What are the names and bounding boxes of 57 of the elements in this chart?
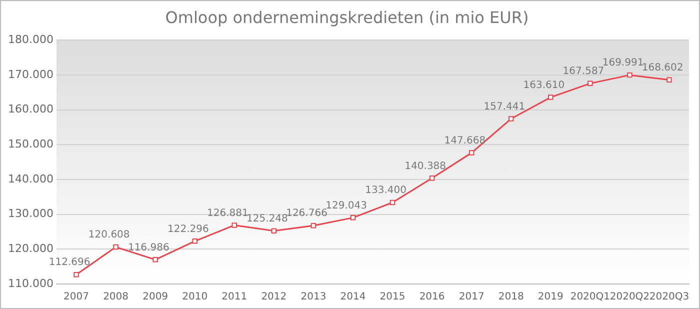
data-label: 116.986 — [128, 242, 170, 254]
point — [232, 222, 238, 228]
x-tick-label: 2020Q3 — [649, 292, 690, 303]
data-label: 163.610 — [523, 80, 565, 91]
point — [429, 176, 435, 181]
point — [192, 238, 198, 244]
y-tick-label: 170.000 — [8, 68, 54, 81]
y-tick-label: 120.000 — [8, 242, 54, 256]
y-tick-label: 140.000 — [8, 172, 54, 186]
x-tick-label: 2007 — [64, 292, 89, 303]
data-label: 133.400 — [365, 185, 407, 196]
data-label: 126.766 — [286, 208, 328, 220]
point — [548, 94, 554, 100]
y-tick-label: 180.000 — [8, 33, 54, 46]
point — [350, 215, 356, 220]
data-label: 112.696 — [48, 257, 90, 268]
x-tick-label: 2020Q2 — [610, 292, 650, 303]
y-tick-label: 150.000 — [8, 138, 54, 151]
data-label: 147.668 — [444, 135, 486, 146]
x-tick-label: 2010 — [182, 292, 208, 303]
point — [666, 77, 672, 83]
data-label: 129.043 — [326, 200, 367, 212]
point — [390, 200, 396, 206]
x-tick-label: 2019 — [538, 292, 564, 303]
y-tick-label: 160.000 — [8, 102, 54, 116]
y-tick-label: 110.000 — [8, 276, 54, 290]
x-tick-label: 2011 — [222, 292, 248, 303]
point — [113, 244, 118, 250]
x-tick-label: 2013 — [300, 292, 326, 303]
point — [74, 272, 79, 278]
x-tick-label: 2018 — [498, 292, 524, 303]
data-label: 169.991 — [602, 58, 644, 69]
chart-title: Omloop ondernemingskredieten (in mio EUR) — [165, 8, 529, 27]
data-label: 122.296 — [167, 224, 209, 235]
y-tick-label: 130.000 — [8, 207, 54, 220]
point — [271, 228, 277, 234]
x-tick-label: 2016 — [419, 292, 445, 303]
data-label: 120.608 — [88, 230, 130, 241]
data-label: 126.881 — [207, 208, 248, 219]
point — [310, 222, 316, 228]
point — [508, 116, 514, 122]
data-label: 125.248 — [246, 213, 288, 224]
point — [588, 80, 593, 86]
x-tick-label: 2020Q1 — [570, 292, 610, 303]
x-tick-label: 2012 — [261, 292, 287, 303]
x-tick-label: 2015 — [380, 292, 406, 303]
x-tick-label: 2014 — [340, 292, 366, 303]
x-tick-label: 2017 — [458, 292, 484, 303]
data-label: 157.441 — [484, 101, 526, 112]
data-label: 167.587 — [562, 66, 604, 78]
data-label: 140.388 — [404, 160, 446, 172]
point — [152, 257, 158, 262]
data-label: 168.602 — [642, 62, 684, 74]
x-tick-label: 2008 — [103, 292, 129, 303]
point — [468, 150, 474, 156]
x-tick-label: 2009 — [142, 292, 168, 303]
point — [627, 72, 632, 78]
